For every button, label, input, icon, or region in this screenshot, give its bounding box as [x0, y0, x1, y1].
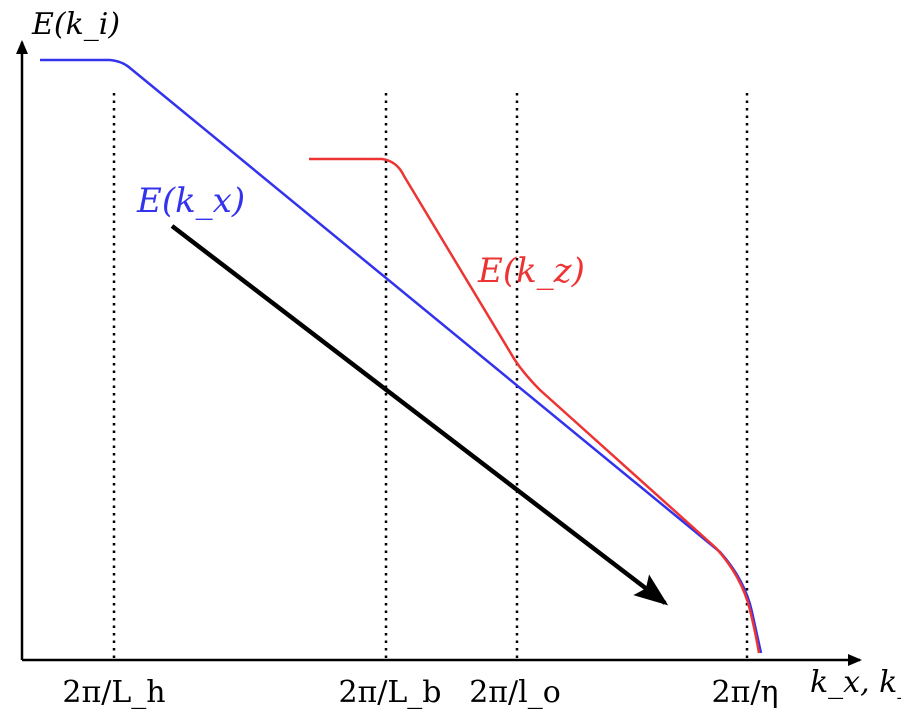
cascade-arrow	[170, 224, 669, 606]
y-axis-label: E(k_i)	[31, 7, 120, 42]
curve-E-kz	[309, 157, 761, 654]
marker-label-Lh: 2π/L_h	[62, 675, 165, 710]
marker-label-Lb: 2π/L_b	[338, 675, 441, 710]
curve-E-kx	[40, 58, 763, 654]
marker-label-eta: 2π/η	[712, 675, 779, 710]
x-axis-label: k_x, k_z	[810, 665, 901, 700]
marker-label-lo: 2π/l_o	[469, 675, 561, 710]
series-label-E-kx: E(k_x)	[136, 181, 245, 221]
series-label-E-kz: E(k_z)	[477, 251, 585, 291]
